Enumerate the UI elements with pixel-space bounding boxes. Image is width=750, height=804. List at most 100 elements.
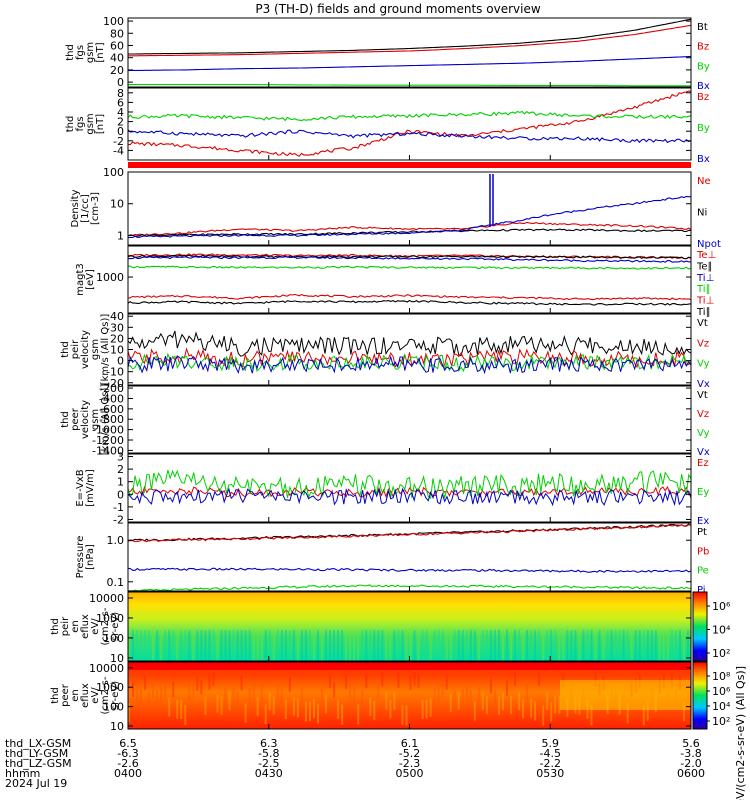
x-tick-label: -5.2: [399, 747, 420, 760]
x-row-label: thd_LX-GSM: [5, 737, 71, 750]
x-tick-label: 0530: [536, 767, 564, 780]
y-tick-label: -1400: [92, 444, 124, 457]
spectrogram-texture: [405, 629, 408, 661]
spectrogram-texture: [626, 629, 629, 661]
spectrogram-bright-patch: [560, 680, 690, 710]
spectrogram-texture: [224, 629, 227, 661]
x-tick-label: -2.2: [540, 757, 561, 770]
spectrogram-texture: [160, 685, 163, 702]
spectrogram-texture: [252, 629, 255, 661]
spectrogram-texture: [501, 692, 504, 711]
y-axis-label: thd: [65, 44, 76, 61]
spectrogram-texture: [526, 629, 529, 661]
spectrogram-texture: [562, 629, 565, 661]
spectrogram-texture: [405, 705, 408, 726]
y-tick-label: 100: [103, 632, 124, 645]
spectrogram-texture: [497, 629, 500, 661]
panel-peer_spec: 10⁸ 10⁶ 10⁴ 10² 10 100 1000 10000 thd peer en eflux…: [50, 661, 731, 733]
spectrogram-texture: [228, 629, 231, 661]
x-row-label: thd_LY-GSM: [5, 747, 68, 760]
panel-frame: [127, 313, 692, 386]
spectrogram-texture: [220, 629, 223, 661]
spectrogram-texture: [176, 629, 179, 661]
spectrogram-texture: [156, 689, 159, 707]
series-line-Vz: [127, 347, 692, 369]
spectrogram-texture: [369, 629, 372, 661]
spectrogram-texture: [485, 695, 488, 715]
spectrogram-texture: [236, 691, 239, 710]
spectrogram-texture: [441, 682, 444, 699]
y-tick-label: 100: [103, 15, 124, 28]
spectrogram-texture: [510, 629, 513, 661]
y-axis-label: thd: [50, 618, 61, 635]
legend-Ti⊥: Ti⊥: [696, 296, 714, 307]
spectrogram-texture: [200, 629, 203, 661]
y-tick-label: 0: [117, 355, 124, 368]
legend-Bz: Bz: [697, 92, 709, 103]
spectrogram-texture: [473, 629, 476, 661]
y-tick-label: 40: [110, 310, 124, 323]
series-line-Ex: [127, 487, 692, 507]
spectrogram-texture: [670, 672, 673, 687]
legend-Bx: Bx: [697, 81, 710, 92]
spectrogram-texture: [417, 629, 420, 661]
y-tick-label: -800: [99, 413, 124, 426]
spectrogram-texture: [224, 687, 227, 705]
spectrogram-texture: [626, 703, 629, 724]
x-tick-label: -2.0: [680, 757, 701, 770]
spectrogram-texture: [602, 629, 605, 661]
spectrogram-texture: [240, 629, 243, 661]
legend-Bz: Bz: [697, 42, 709, 53]
legend-Te∥: Te∥: [696, 261, 713, 272]
y-axis-label: magt3: [75, 263, 86, 296]
spectrogram-texture: [501, 629, 504, 661]
spectrogram-texture: [397, 673, 400, 688]
spectrogram-texture: [317, 703, 320, 724]
spectrogram-texture: [485, 629, 488, 661]
y-axis-label: gsm: [85, 42, 96, 63]
spectrogram-texture: [682, 701, 685, 722]
spectrogram-texture: [646, 701, 649, 721]
panel-peer_velocity: Vt Vz Vy Vx -1400-1200-1000-800-600-400-200 t…: [60, 382, 710, 458]
spectrogram-texture: [678, 629, 681, 661]
y-tick-label: 4: [117, 106, 124, 119]
y-tick-label: -4: [113, 144, 124, 157]
y-axis-label: (cm2-s-: [100, 607, 111, 645]
spectrogram-texture: [236, 629, 239, 661]
spectrogram-texture: [329, 674, 332, 689]
spectrogram-texture: [401, 704, 404, 725]
spectrogram-texture: [469, 629, 472, 661]
y-axis-label: gsm: [90, 409, 101, 430]
x-row-label: thd_LZ-GSM: [5, 757, 72, 770]
y-tick-label: -1000: [92, 424, 124, 437]
spectrogram-texture: [429, 629, 432, 661]
spectrogram-texture: [445, 675, 448, 690]
spectrogram-texture: [264, 629, 267, 661]
spectrogram-texture: [453, 690, 456, 708]
colorbar-tick-label: 10⁴: [712, 700, 731, 713]
spectrogram-texture: [510, 695, 513, 714]
x-row-label: 2024 Jul 19: [5, 777, 67, 790]
series-line-Bt: [128, 18, 692, 55]
spectrogram-texture: [538, 629, 541, 661]
spectrogram-texture: [477, 629, 480, 661]
legend-Vz: Vz: [697, 409, 709, 420]
y-tick-label: 1000: [96, 681, 124, 694]
spectrogram-texture: [610, 629, 613, 661]
legend-Ti⊥: Ti⊥: [696, 273, 714, 284]
y-axis-label: [eV]: [85, 269, 96, 290]
x-tick-label: 6.5: [119, 737, 137, 750]
spectrogram-texture: [317, 629, 320, 661]
spectrogram-texture: [321, 629, 324, 661]
spectrogram-texture: [325, 629, 328, 661]
spectrogram-texture: [208, 629, 211, 661]
spectrogram-texture: [128, 702, 130, 723]
spectrogram-texture: [558, 695, 561, 714]
y-tick-label: 100: [103, 166, 124, 179]
spectrogram-texture: [590, 705, 593, 726]
spectrogram-texture: [128, 629, 130, 661]
spectrogram-texture: [337, 629, 340, 661]
spectrogram-texture: [200, 679, 203, 695]
